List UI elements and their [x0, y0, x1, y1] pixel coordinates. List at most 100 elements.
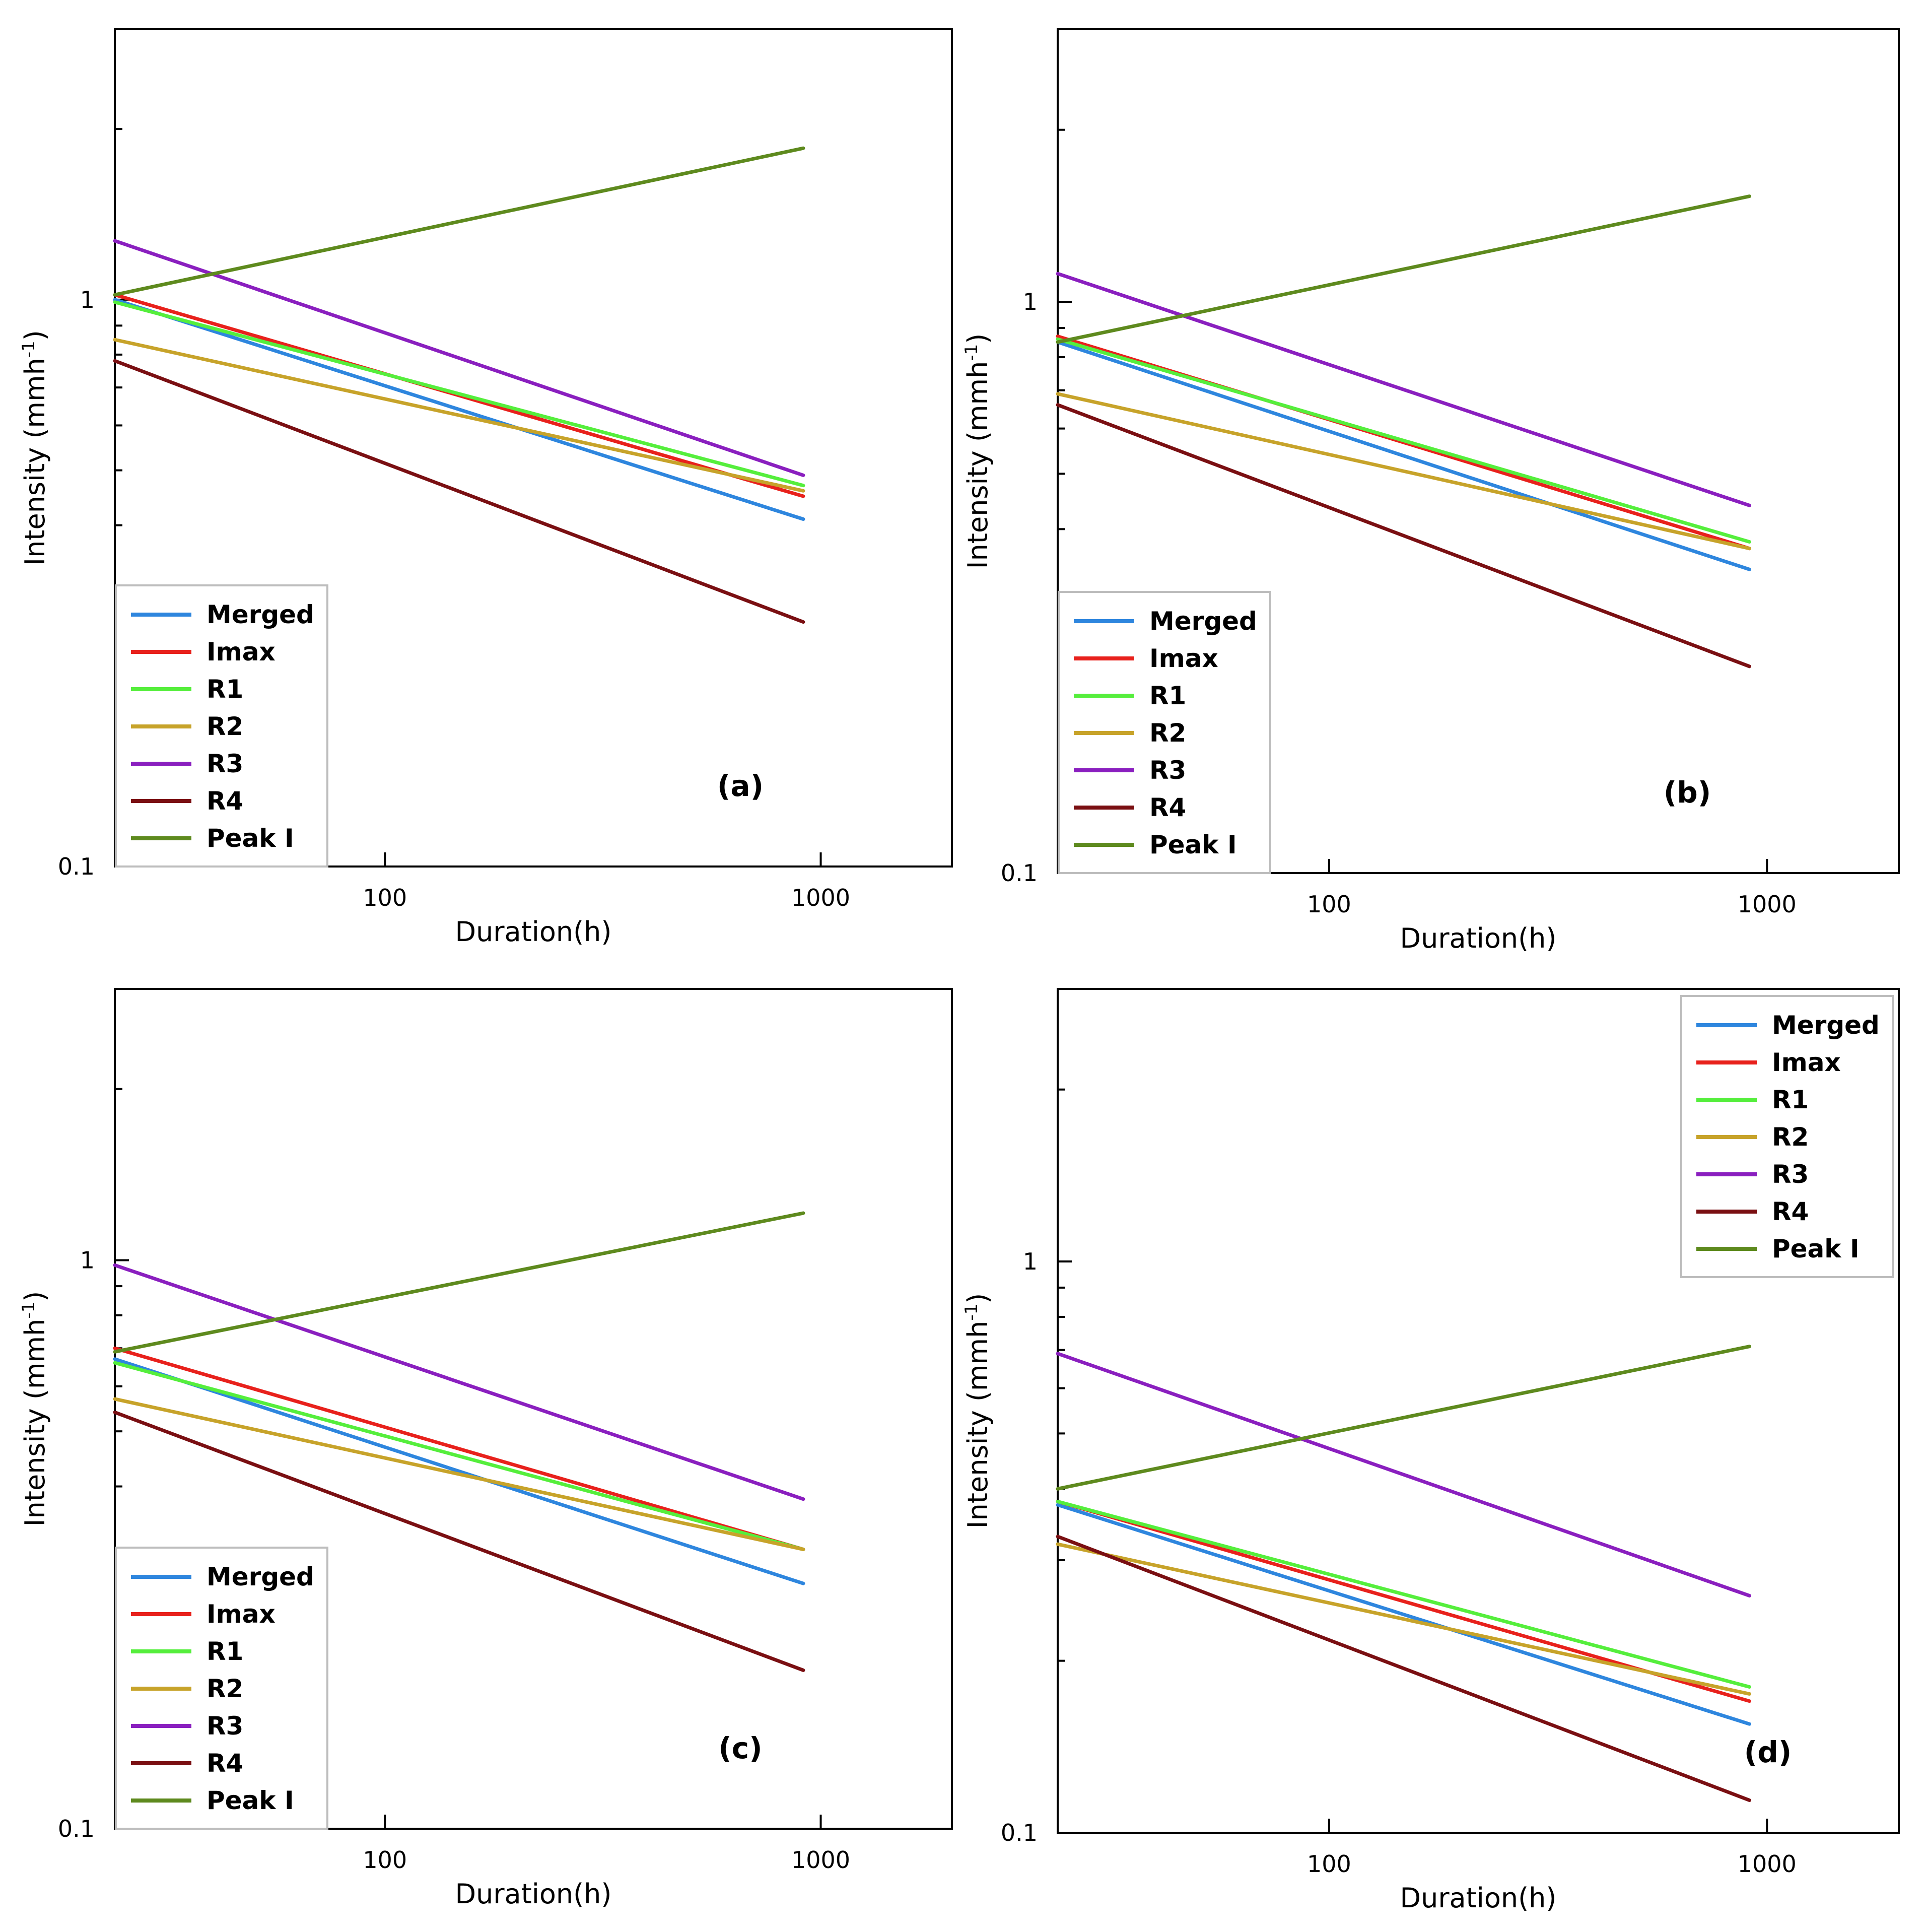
- x-axis-label: Duration(h): [455, 1878, 612, 1910]
- series-line-r4: [113, 359, 805, 624]
- panel-label: (c): [718, 1731, 762, 1765]
- legend-entry: R4: [207, 1749, 243, 1778]
- legend-entry: R2: [1772, 1122, 1809, 1152]
- y-tick-label: 0.1: [1001, 1819, 1038, 1846]
- legend-entry: Imax: [1772, 1048, 1841, 1077]
- legend-entry: R1: [207, 675, 243, 704]
- series-line-r1: [1056, 337, 1751, 544]
- y-axis-label: Intensity (mmh-1): [961, 334, 994, 569]
- legend-entry: Peak I: [207, 824, 294, 853]
- legend-entry: Peak I: [207, 1786, 294, 1815]
- legend-entry: R1: [207, 1637, 243, 1666]
- legend-entry: R3: [1772, 1160, 1809, 1189]
- x-tick-label: 1000: [1738, 891, 1797, 918]
- y-tick-label: 0.1: [58, 853, 95, 880]
- legend-entry: R3: [207, 749, 243, 778]
- y-tick-label: 0.1: [58, 1815, 95, 1842]
- x-axis-label: Duration(h): [1400, 922, 1557, 954]
- series-line-r3: [113, 239, 805, 477]
- legend: Merged Imax R1 R2 R3 R4 Peak I: [1058, 591, 1271, 874]
- legend-entry: Imax: [207, 637, 276, 667]
- series-line-r1: [113, 1361, 805, 1551]
- y-axis-label-main: Intensity (mmh: [962, 361, 994, 569]
- legend-entry: Merged: [207, 1562, 314, 1591]
- series-line-r2: [1056, 392, 1751, 551]
- panel-label: (a): [717, 769, 764, 803]
- plot-frame: [114, 28, 953, 868]
- y-axis-label-close: ): [962, 1293, 994, 1304]
- y-axis-label: Intensity (mmh-1): [19, 1291, 51, 1527]
- series-line-r3: [1056, 272, 1751, 507]
- series-line-r2: [113, 338, 805, 493]
- legend-entry: Imax: [1149, 644, 1218, 673]
- legend: Merged Imax R1 R2 R3 R4 Peak I: [115, 1547, 328, 1830]
- x-tick-label: 100: [363, 884, 407, 911]
- legend-entry: R3: [1149, 756, 1186, 785]
- series-line-r2: [113, 1397, 805, 1551]
- y-axis-label-sup: -1: [19, 1302, 39, 1319]
- panel-2: 100 1000 0.1 1 Duration(h) Intensity (mmh-1) M…: [961, 28, 1900, 954]
- legend-entry: R4: [207, 786, 243, 816]
- legend-entry: Imax: [207, 1600, 276, 1629]
- x-tick-label: 100: [1307, 1850, 1351, 1878]
- legend-entry: R1: [1149, 681, 1186, 710]
- legend-entry: R4: [1772, 1197, 1809, 1226]
- legend-entry: Peak I: [1149, 830, 1237, 859]
- legend-entry: Merged: [207, 600, 314, 629]
- series-line-r4: [1056, 1535, 1751, 1802]
- panel-label: (b): [1664, 775, 1711, 810]
- panel-3: 100 1000 0.1 1 Duration(h) Intensity (mmh-1) M…: [19, 988, 953, 1910]
- series-line-peak-i: [1056, 1345, 1751, 1491]
- series-line-merged: [1056, 340, 1751, 571]
- x-tick-label: 100: [363, 1846, 407, 1874]
- y-axis-label-close: ): [19, 330, 51, 341]
- x-tick-label: 1000: [1738, 1850, 1797, 1878]
- x-tick-label: 1000: [791, 1846, 850, 1874]
- series-line-r4: [1056, 403, 1751, 669]
- y-axis-label-main: Intensity (mmh: [962, 1321, 994, 1529]
- series-line-merged: [113, 298, 805, 521]
- panel-4: 100 1000 0.1 1 Duration(h) Intensity (mmh-1) M…: [961, 988, 1900, 1914]
- legend-entry: Merged: [1149, 607, 1257, 636]
- series-line-peak-i: [113, 1211, 805, 1354]
- plot-frame: [1057, 28, 1900, 874]
- y-axis-label-close: ): [962, 334, 994, 344]
- series-line-r4: [113, 1410, 805, 1672]
- y-tick-label: 1: [80, 286, 95, 313]
- series-line-r3: [113, 1263, 805, 1501]
- y-axis-label: Intensity (mmh-1): [19, 330, 51, 566]
- plot-frame: [1057, 988, 1900, 1834]
- y-axis-label-main: Intensity (mmh: [19, 1319, 51, 1527]
- legend-entry: R1: [1772, 1085, 1809, 1114]
- x-axis-label: Duration(h): [1400, 1882, 1557, 1914]
- y-axis-label-sup: -1: [961, 344, 982, 361]
- legend-entry: R2: [207, 1674, 243, 1703]
- y-axis-label-main: Intensity (mmh: [19, 358, 51, 566]
- series-line-imax: [113, 1346, 805, 1551]
- series-line-r3: [1056, 1352, 1751, 1597]
- series-line-r1: [1056, 1500, 1751, 1689]
- y-axis-label: Intensity (mmh-1): [961, 1293, 994, 1529]
- legend-entry: R4: [1149, 793, 1186, 822]
- legend: Merged Imax R1 R2 R3 R4 Peak I: [115, 584, 328, 868]
- series-line-peak-i: [1056, 194, 1751, 344]
- series-line-peak-i: [113, 146, 805, 297]
- x-tick-label: 1000: [791, 884, 850, 911]
- x-axis-label: Duration(h): [455, 916, 612, 948]
- y-tick-label: 1: [1023, 288, 1038, 315]
- series-line-r2: [1056, 1542, 1751, 1696]
- y-axis-label-close: ): [19, 1291, 51, 1302]
- y-axis-label-sup: -1: [961, 1304, 982, 1321]
- y-tick-label: 1: [1023, 1248, 1038, 1275]
- y-tick-label: 1: [80, 1246, 95, 1274]
- plot-frame: [114, 988, 953, 1830]
- series-line-merged: [113, 1357, 805, 1585]
- y-axis-label-sup: -1: [19, 341, 39, 358]
- series-line-r1: [113, 300, 805, 488]
- legend-entry: R3: [207, 1711, 243, 1741]
- legend-entry: R2: [1149, 718, 1186, 748]
- x-tick-label: 100: [1307, 891, 1351, 918]
- panel-1: 100 1000 0.1 1 Duration(h) Intensity (mmh-1) M…: [19, 28, 953, 948]
- legend-entry: R2: [207, 712, 243, 741]
